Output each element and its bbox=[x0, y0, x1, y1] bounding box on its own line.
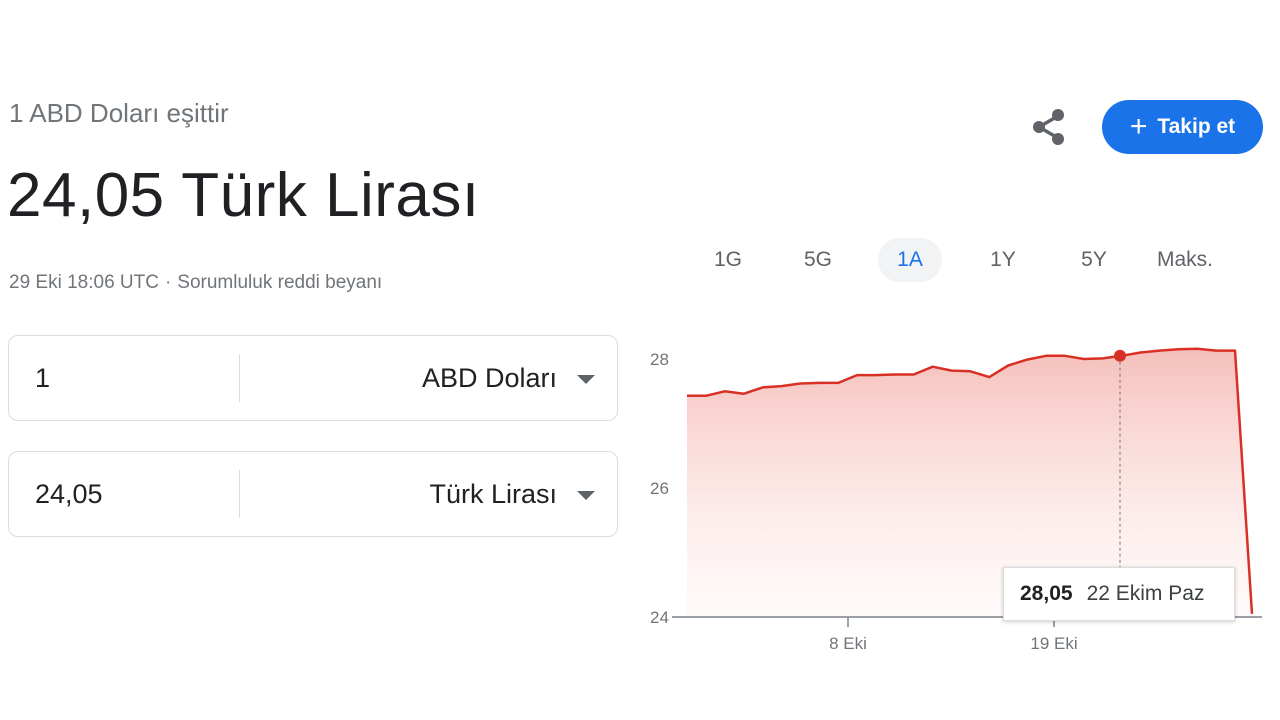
tab-range-1g[interactable]: 1G bbox=[713, 248, 742, 271]
rate-meta: 29 Eki 18:06 UTC · Sorumluluk reddi beyanı bbox=[9, 272, 382, 294]
meta-separator: · bbox=[164, 272, 172, 293]
to-divider bbox=[239, 470, 240, 518]
to-currency-select[interactable]: Türk Lirası bbox=[429, 478, 557, 509]
rate-subtitle: 1 ABD Doları eşittir bbox=[9, 98, 229, 128]
tab-range-maks[interactable]: Maks. bbox=[1156, 248, 1213, 271]
y-tick-label: 26 bbox=[650, 479, 669, 498]
plus-icon: + bbox=[1129, 110, 1148, 143]
x-tick-label: 8 Eki bbox=[829, 634, 867, 653]
from-currency-box: 1 ABD Doları bbox=[8, 335, 618, 421]
chevron-down-icon[interactable] bbox=[577, 375, 595, 384]
y-tick-label: 24 bbox=[650, 608, 669, 627]
rate-value: 24,05 Türk Lirası bbox=[7, 161, 480, 230]
to-amount-input[interactable]: 24,05 bbox=[35, 478, 103, 509]
x-tick-label: 19 Eki bbox=[1030, 634, 1077, 653]
tab-range-5y[interactable]: 5Y bbox=[1081, 248, 1107, 271]
to-currency-box: 24,05 Türk Lirası bbox=[8, 451, 618, 537]
tab-range-1a[interactable]: 1A bbox=[878, 238, 942, 282]
disclaimer-link[interactable]: Sorumluluk reddi beyanı bbox=[177, 272, 383, 293]
follow-label: Takip et bbox=[1157, 115, 1236, 138]
chevron-down-icon[interactable] bbox=[577, 491, 595, 500]
tooltip-date: 22 Ekim Paz bbox=[1086, 582, 1205, 605]
tab-range-1y[interactable]: 1Y bbox=[990, 248, 1016, 271]
share-icon[interactable] bbox=[1028, 106, 1070, 148]
hover-point bbox=[1114, 349, 1126, 362]
from-amount-input[interactable]: 1 bbox=[35, 362, 51, 393]
from-divider bbox=[239, 354, 240, 402]
tooltip-value: 28,05 bbox=[1020, 582, 1073, 605]
rate-timestamp: 29 Eki 18:06 UTC bbox=[9, 272, 159, 293]
follow-button[interactable]: + Takip et bbox=[1102, 100, 1263, 154]
chart-tooltip: 28,05 22 Ekim Paz bbox=[1003, 567, 1235, 621]
from-currency-select[interactable]: ABD Doları bbox=[421, 362, 557, 393]
tab-range-5g[interactable]: 5G bbox=[803, 248, 832, 271]
y-tick-label: 28 bbox=[650, 350, 669, 369]
